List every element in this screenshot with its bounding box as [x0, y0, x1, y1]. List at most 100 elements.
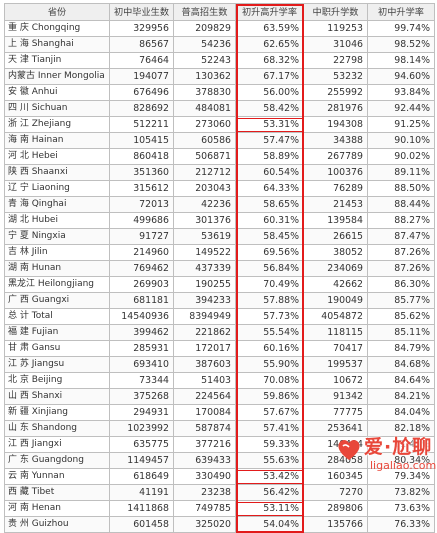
hs-enroll-cell: 330490 — [173, 468, 236, 485]
hs-enroll-cell: 377216 — [173, 436, 236, 453]
voc-enroll-cell: 4054872 — [303, 308, 368, 325]
total-rate-cell: 84.68% — [367, 356, 435, 373]
hs-rate-cell: 56.00% — [235, 84, 304, 101]
voc-enroll-cell: 70417 — [303, 340, 368, 357]
voc-enroll-cell: 53232 — [303, 68, 368, 85]
voc-enroll-cell: 267789 — [303, 148, 368, 165]
hs-rate-cell: 57.41% — [235, 420, 304, 437]
hs-rate-cell: 69.56% — [235, 244, 304, 261]
voc-enroll-cell: 199537 — [303, 356, 368, 373]
grads-cell: 1023992 — [109, 420, 174, 437]
grads-cell: 860418 — [109, 148, 174, 165]
total-rate-cell: 80.34% — [367, 452, 435, 469]
total-rate-cell: 87.26% — [367, 260, 435, 277]
hs-enroll-cell: 60586 — [173, 132, 236, 149]
hs-enroll-cell: 149522 — [173, 244, 236, 261]
grads-cell: 828692 — [109, 100, 174, 117]
header-province: 省份 — [4, 3, 110, 21]
grads-cell: 41191 — [109, 484, 174, 501]
table-row: 上 海 Shanghai 86567 54236 62.65% 31046 98.52% — [4, 36, 435, 53]
voc-enroll-cell: 119253 — [303, 20, 368, 37]
province-name: 黑龙江 Heilongjiang — [4, 276, 110, 293]
province-name: 广 西 Guangxi — [4, 292, 110, 309]
table-row: 新 疆 Xinjiang 294931 170084 57.67% 77775 84.04… — [4, 404, 435, 421]
grads-cell: 769462 — [109, 260, 174, 277]
hs-rate-cell: 58.65% — [235, 196, 304, 213]
table-row: 湖 南 Hunan 769462 437339 56.84% 234069 87.26% — [4, 260, 435, 277]
table-row: 安 徽 Anhui 676496 378830 56.00% 255992 93.84% — [4, 84, 435, 101]
grads-cell: 73344 — [109, 372, 174, 389]
voc-enroll-cell: 194308 — [303, 116, 368, 133]
table-row: 宁 夏 Ningxia 91727 53619 58.45% 26615 87.47% — [4, 228, 435, 245]
province-name: 吉 林 Jilin — [4, 244, 110, 261]
total-rate-cell: 85.62% — [367, 308, 435, 325]
total-rate-cell: 73.82% — [367, 484, 435, 501]
province-name: 海 南 Hainan — [4, 132, 110, 149]
table-row: 四 川 Sichuan 828692 484081 58.42% 281976 92.44… — [4, 100, 435, 117]
total-rate-cell: 99.74% — [367, 20, 435, 37]
grads-cell: 76464 — [109, 52, 174, 69]
hs-rate-cell: 67.17% — [235, 68, 304, 85]
province-name: 内蒙古 Inner Mongolia — [4, 68, 110, 85]
total-rate-cell: 87.26% — [367, 244, 435, 261]
hs-enroll-cell: 639433 — [173, 452, 236, 469]
total-rate-cell: 91.25% — [367, 116, 435, 133]
province-name: 河 北 Hebei — [4, 148, 110, 165]
province-name: 总 计 Total — [4, 308, 110, 325]
total-rate-cell: 88.44% — [367, 196, 435, 213]
total-rate-cell: 85.11% — [367, 324, 435, 341]
table-row: 浙 江 Zhejiang 512211 273060 53.31% 194308 91.2… — [4, 116, 435, 133]
hs-rate-cell: 64.33% — [235, 180, 304, 197]
grads-cell: 91727 — [109, 228, 174, 245]
grads-cell: 315612 — [109, 180, 174, 197]
hs-rate-cell: 59.33% — [235, 436, 304, 453]
table-row: 湖 北 Hubei 499686 301376 60.31% 139584 88.27% — [4, 212, 435, 229]
table-row: 陕 西 Shaanxi 351360 212712 60.54% 100376 89.11… — [4, 164, 435, 181]
table-row: 辽 宁 Liaoning 315612 203043 64.33% 76289 88.50… — [4, 180, 435, 197]
province-name: 江 西 Jiangxi — [4, 436, 110, 453]
hs-rate-cell: 63.59% — [235, 20, 304, 37]
grads-cell: 72013 — [109, 196, 174, 213]
total-rate-cell: 90.10% — [367, 132, 435, 149]
grads-cell: 512211 — [109, 116, 174, 133]
voc-enroll-cell: 10672 — [303, 372, 368, 389]
hs-rate-cell: 57.47% — [235, 132, 304, 149]
table-row: 贵 州 Guizhou 601458 325020 54.04% 135766 76.33… — [4, 516, 435, 533]
total-rate-cell: 85.77% — [367, 292, 435, 309]
hs-rate-cell: 56.42% — [235, 484, 304, 501]
voc-enroll-cell: 190049 — [303, 292, 368, 309]
hs-rate-cell: 53.11% — [235, 500, 304, 517]
watermark-brand: 爱·尬聊 — [364, 436, 433, 458]
province-name: 河 南 Henan — [4, 500, 110, 517]
province-name: 四 川 Sichuan — [4, 100, 110, 117]
voc-enroll-cell: 255992 — [303, 84, 368, 101]
hs-rate-cell: 55.90% — [235, 356, 304, 373]
total-rate-cell: 98.52% — [367, 36, 435, 53]
grads-cell: 681181 — [109, 292, 174, 309]
hs-enroll-cell: 209829 — [173, 20, 236, 37]
total-rate-cell: 89.11% — [367, 164, 435, 181]
total-rate-cell: 87.47% — [367, 228, 435, 245]
table-row: 青 海 Qinghai 72013 42236 58.65% 21453 88.44% — [4, 196, 435, 213]
hs-enroll-cell: 52243 — [173, 52, 236, 69]
province-name: 贵 州 Guizhou — [4, 516, 110, 533]
hs-enroll-cell: 484081 — [173, 100, 236, 117]
voc-enroll-cell: 77775 — [303, 404, 368, 421]
hs-enroll-cell: 506871 — [173, 148, 236, 165]
province-name: 湖 北 Hubei — [4, 212, 110, 229]
table-row: 海 南 Hainan 105415 60586 57.47% 34388 90.10% — [4, 132, 435, 149]
province-name: 上 海 Shanghai — [4, 36, 110, 53]
province-name: 重 庆 Chongqing — [4, 20, 110, 37]
hs-rate-cell: 57.88% — [235, 292, 304, 309]
total-rate-cell: 94.60% — [367, 68, 435, 85]
grads-cell: 14540936 — [109, 308, 174, 325]
hs-enroll-cell: 587874 — [173, 420, 236, 437]
grads-cell: 676496 — [109, 84, 174, 101]
voc-enroll-cell: 281976 — [303, 100, 368, 117]
header-grads: 初中毕业生数 — [109, 3, 174, 21]
grads-cell: 635775 — [109, 436, 174, 453]
province-name: 陕 西 Shaanxi — [4, 164, 110, 181]
hs-enroll-cell: 203043 — [173, 180, 236, 197]
voc-enroll-cell: 31046 — [303, 36, 368, 53]
province-name: 北 京 Beijing — [4, 372, 110, 389]
